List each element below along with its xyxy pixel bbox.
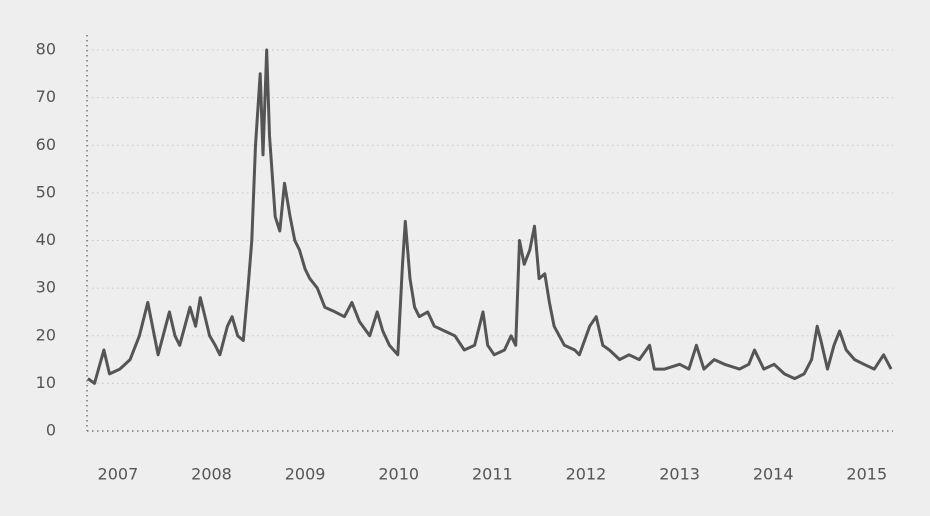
line-series bbox=[87, 48, 893, 385]
y-tick-label: 30 bbox=[36, 278, 56, 297]
x-tick-label: 2012 bbox=[566, 465, 607, 484]
x-tick-label: 2007 bbox=[98, 465, 139, 484]
x-tick-label: 2008 bbox=[191, 465, 232, 484]
y-tick-label: 50 bbox=[36, 182, 56, 201]
y-tick-label: 70 bbox=[36, 87, 56, 106]
y-tick-label: 60 bbox=[36, 135, 56, 154]
y-tick-label: 0 bbox=[46, 421, 56, 440]
x-tick-label: 2010 bbox=[378, 465, 419, 484]
y-tick-label: 80 bbox=[36, 40, 56, 59]
x-tick-label: 2011 bbox=[472, 465, 513, 484]
x-tick-label: 2014 bbox=[753, 465, 794, 484]
y-tick-label: 40 bbox=[36, 230, 56, 249]
x-tick-label: 2013 bbox=[659, 465, 700, 484]
x-tick-label: 2009 bbox=[285, 465, 326, 484]
x-tick-label: 2015 bbox=[846, 465, 887, 484]
y-tick-label: 20 bbox=[36, 325, 56, 344]
y-tick-label: 10 bbox=[36, 373, 56, 392]
